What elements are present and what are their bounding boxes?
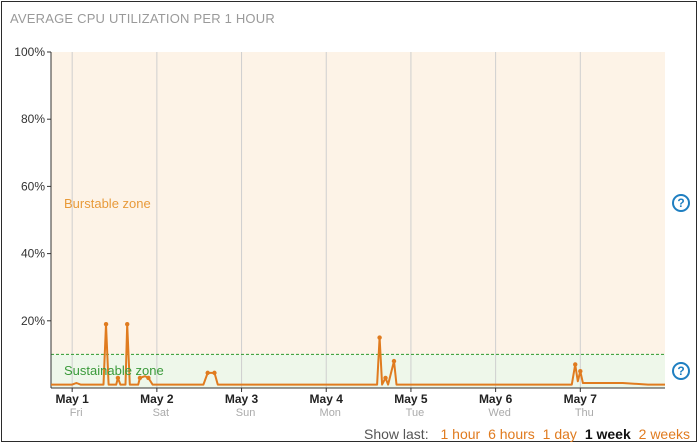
x-tick-weekday: Sat: [153, 407, 170, 419]
range-6-hours[interactable]: 6 hours: [488, 426, 535, 442]
cpu-series-line: [51, 323, 665, 386]
x-tick-label: May 5: [394, 392, 428, 406]
x-tick-label: May 4: [310, 392, 344, 406]
cpu-data-point: [125, 321, 130, 327]
range-1-hour[interactable]: 1 hour: [440, 426, 481, 442]
sustainable-zone: [51, 354, 665, 388]
range-1-week[interactable]: 1 week: [584, 426, 631, 442]
cpu-data-point: [103, 321, 109, 327]
x-tick-weekday: Thu: [575, 407, 594, 419]
y-tick-label: 40%: [21, 247, 45, 261]
y-tick-label: 80%: [21, 112, 45, 126]
cpu-data-point: [205, 370, 210, 376]
range-1-day[interactable]: 1 day: [542, 426, 577, 442]
range-2-weeks[interactable]: 2 weeks: [638, 426, 690, 442]
y-tick-label: 100%: [14, 45, 45, 59]
sustainable-zone-label: Sustainable zone: [64, 363, 164, 378]
y-tick-label: 60%: [21, 179, 45, 193]
x-tick-weekday: Fri: [70, 407, 83, 419]
cpu-data-point: [391, 358, 397, 364]
cpu-data-point: [573, 362, 578, 367]
cpu-data-point: [383, 375, 388, 381]
x-tick-label: May 7: [564, 392, 598, 406]
show-last-label: Show last:: [364, 426, 429, 442]
time-range-selector: Show last: 1 hour 6 hours 1 day 1 week 2…: [364, 426, 690, 442]
x-tick-label: May 6: [479, 392, 513, 406]
x-tick-label: May 1: [55, 392, 89, 406]
cpu-data-point: [115, 375, 121, 381]
burstable-help-icon[interactable]: ?: [672, 194, 690, 212]
x-tick-weekday: Sun: [236, 407, 256, 419]
cpu-data-point: [137, 375, 143, 381]
cpu-data-point: [578, 369, 583, 374]
y-tick-label: 20%: [21, 314, 45, 328]
cpu-data-point: [146, 375, 151, 381]
x-tick-label: May 2: [140, 392, 174, 406]
panel-title: AVERAGE CPU UTILIZATION PER 1 HOUR: [10, 11, 275, 26]
x-tick-weekday: Mon: [320, 407, 341, 419]
x-tick-label: May 3: [225, 392, 259, 406]
burstable-zone-label: Burstable zone: [64, 196, 151, 211]
cpu-data-point: [212, 370, 217, 376]
cpu-data-point: [377, 335, 382, 340]
sustainable-help-icon[interactable]: ?: [672, 362, 690, 380]
burstable-zone: [51, 52, 665, 355]
x-tick-weekday: Tue: [406, 407, 425, 419]
x-tick-weekday: Wed: [488, 407, 510, 419]
